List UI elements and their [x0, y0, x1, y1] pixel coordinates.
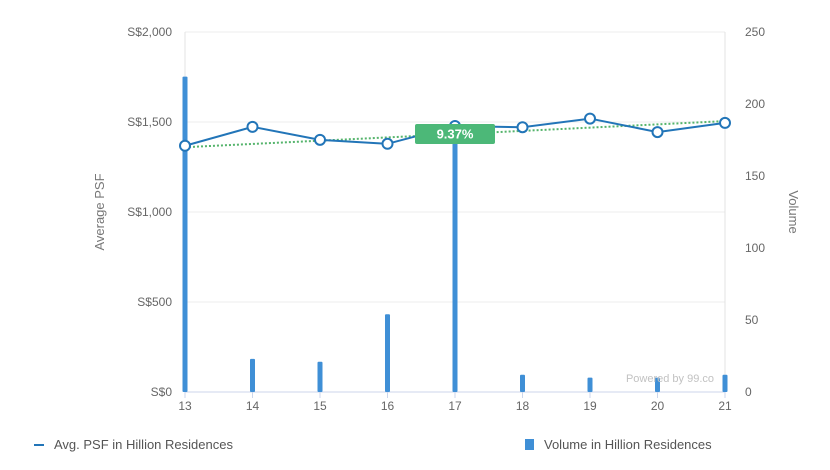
y-left-tick-label: S$1,500 [127, 115, 172, 129]
x-tick-label: 21 [718, 399, 732, 413]
x-tick-label: 15 [313, 399, 327, 413]
chart-svg: S$0 S$500 S$1,000 S$1,500 S$2,000 0 50 100 150 20… [92, 25, 801, 413]
psf-point [179, 139, 191, 152]
psf-point [516, 121, 529, 134]
volume-bar [655, 377, 660, 392]
y-left-tick-label: S$0 [151, 385, 173, 399]
x-tick-label: 14 [246, 399, 260, 413]
volume-bar [452, 128, 458, 393]
y-left-tick-label: S$500 [137, 295, 172, 309]
y-right-tick-label: 50 [745, 313, 759, 327]
y-left-tick-label: S$2,000 [127, 25, 172, 39]
volume-bar [250, 358, 255, 392]
y-right-tick-label: 0 [745, 385, 752, 399]
x-tick-label: 20 [651, 399, 665, 413]
bar-swatch-icon [525, 439, 534, 450]
psf-point [719, 116, 731, 129]
legend-bar-label: Volume in Hillion Residences [544, 437, 712, 452]
trend-badge-label: 9.37% [437, 127, 474, 142]
x-tick-label: 19 [583, 399, 597, 413]
legend-line[interactable]: Avg. PSF in Hillion Residences [34, 437, 233, 452]
volume-bar [182, 76, 188, 392]
y-left-axis-title: Average PSF [92, 173, 107, 250]
trend-badge [415, 124, 495, 144]
y-left-tick-label: S$1,000 [127, 205, 172, 219]
watermark-text: Powered by 99.co [626, 373, 714, 385]
x-tick-label: 13 [178, 399, 192, 413]
y-right-tick-label: 100 [745, 241, 765, 255]
psf-point [381, 137, 394, 150]
legend-line-label: Avg. PSF in Hillion Residences [54, 437, 233, 452]
volume-bar [385, 314, 390, 392]
y-right-tick-label: 150 [745, 169, 765, 183]
volume-bar [722, 374, 728, 392]
legend-bar[interactable]: Volume in Hillion Residences [525, 437, 712, 452]
volume-bar [317, 361, 323, 392]
psf-point [651, 126, 664, 139]
x-tick-label: 18 [516, 399, 530, 413]
psf-point [584, 112, 596, 125]
psf-point [246, 120, 259, 133]
volume-bar [520, 374, 525, 392]
line-swatch-icon [34, 443, 44, 446]
y-right-axis-title: Volume [786, 190, 801, 233]
x-tick-label: 16 [381, 399, 395, 413]
y-right-tick-label: 200 [745, 97, 765, 111]
y-right-tick-label: 250 [745, 25, 765, 39]
x-tick-label: 17 [448, 399, 462, 413]
volume-bar [587, 377, 593, 392]
psf-point [314, 133, 326, 146]
